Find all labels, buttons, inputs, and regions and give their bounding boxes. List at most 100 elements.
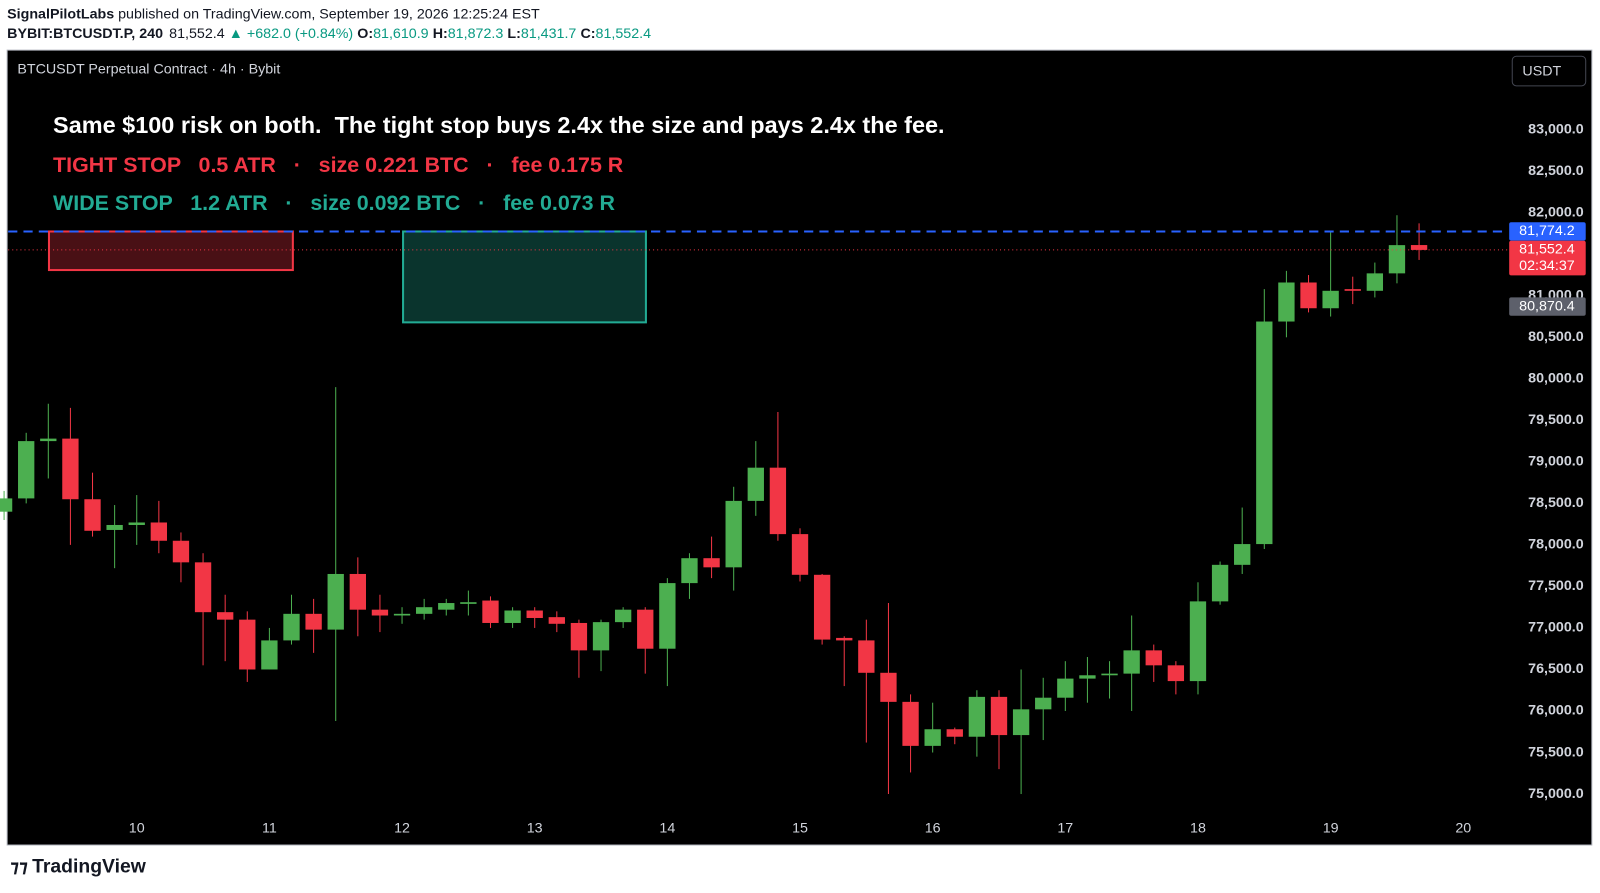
candle-body bbox=[990, 696, 1008, 736]
candle-body bbox=[880, 672, 897, 702]
candle-body bbox=[504, 610, 521, 623]
candle-body bbox=[703, 558, 720, 568]
y-tick-label: 76,000.0 bbox=[1528, 703, 1584, 719]
candle-body bbox=[1322, 290, 1339, 309]
candle-body bbox=[239, 619, 256, 670]
candle-body bbox=[924, 729, 941, 746]
candle-body bbox=[393, 613, 411, 616]
x-tick-label: 16 bbox=[925, 820, 941, 836]
candle-body bbox=[725, 500, 742, 568]
candle-body bbox=[526, 610, 543, 618]
candle-body bbox=[813, 574, 831, 640]
annotation-headline: Same $100 risk on both. The tight stop b… bbox=[53, 112, 945, 138]
candle-body bbox=[968, 696, 986, 737]
symbol-line: BYBIT:BTCUSDT.P, 240 81,552.4 ▲ +682.0 (+0… bbox=[7, 26, 651, 42]
candle-body bbox=[150, 522, 168, 541]
candle-body bbox=[460, 602, 477, 604]
annotation-row: TIGHT STOP 0.5 ATR · size 0.221 BTC · fe… bbox=[53, 153, 624, 177]
candle-body bbox=[349, 573, 366, 610]
x-tick-label: 12 bbox=[394, 820, 410, 836]
price-label-box bbox=[1509, 222, 1586, 241]
x-tick-label: 20 bbox=[1455, 820, 1471, 836]
y-tick-label: 80,000.0 bbox=[1528, 371, 1584, 387]
candle-body bbox=[62, 438, 79, 500]
candle-body bbox=[40, 438, 57, 442]
ohlc-label: O: bbox=[357, 26, 373, 42]
countdown: 02:34:37 bbox=[1519, 258, 1575, 274]
candle-body bbox=[1278, 282, 1295, 322]
symbol: BYBIT:BTCUSDT.P, 240 bbox=[7, 26, 163, 42]
candle-body bbox=[902, 701, 919, 746]
annotation-row: WIDE STOP 1.2 ATR · size 0.092 BTC · fee… bbox=[53, 191, 615, 215]
candle-body bbox=[194, 562, 212, 613]
ohlc-label: C: bbox=[580, 26, 595, 42]
publish-line: SignalPilotLabs published on TradingView… bbox=[7, 6, 540, 22]
candle-body bbox=[106, 524, 123, 530]
brand-logo: ⁊⁊ bbox=[10, 856, 28, 876]
x-tick-label: 13 bbox=[527, 820, 543, 836]
candle-body bbox=[769, 467, 787, 535]
candle-body bbox=[438, 603, 455, 610]
change: ▲ +682.0 (+0.84%) bbox=[229, 26, 353, 42]
candle-body bbox=[1234, 544, 1251, 565]
y-tick-label: 82,500.0 bbox=[1528, 163, 1584, 179]
candle-body bbox=[1300, 282, 1317, 309]
candle-body bbox=[1256, 321, 1273, 545]
price-label-box bbox=[1509, 297, 1586, 316]
candle-body bbox=[172, 540, 190, 563]
y-tick-label: 77,500.0 bbox=[1528, 578, 1584, 594]
ohlc-value: 81,431.7 bbox=[521, 26, 577, 42]
candle-body bbox=[1388, 245, 1406, 274]
y-tick-label: 77,000.0 bbox=[1528, 620, 1584, 636]
chart-pane bbox=[6, 49, 1593, 846]
candle-body bbox=[1079, 675, 1096, 679]
x-tick-label: 17 bbox=[1057, 820, 1073, 836]
candle-body bbox=[1366, 273, 1384, 291]
candle-body bbox=[637, 609, 654, 649]
ohlc-value: 81,872.3 bbox=[448, 26, 504, 42]
candle-body bbox=[1145, 650, 1162, 666]
candle-body bbox=[1035, 697, 1052, 710]
candle-body bbox=[1057, 678, 1074, 698]
last-price: 81,552.4 bbox=[169, 26, 225, 42]
y-tick-label: 78,500.0 bbox=[1528, 495, 1584, 511]
candle-body bbox=[1123, 650, 1140, 674]
candle-body bbox=[659, 583, 676, 649]
candle-body bbox=[570, 622, 588, 651]
candle-body bbox=[1012, 709, 1030, 736]
brand: ⁊⁊ TradingView bbox=[10, 856, 147, 878]
y-tick-label: 82,000.0 bbox=[1528, 205, 1584, 221]
candle-body bbox=[614, 609, 632, 623]
ohlc-value: 81,610.9 bbox=[373, 26, 429, 42]
y-tick-label: 83,000.0 bbox=[1528, 121, 1584, 137]
candle-body bbox=[791, 534, 809, 575]
x-tick-label: 19 bbox=[1323, 820, 1339, 836]
x-tick-label: 15 bbox=[792, 820, 808, 836]
candle-body bbox=[592, 622, 610, 651]
x-tick-label: 18 bbox=[1190, 820, 1206, 836]
candle-body bbox=[305, 613, 322, 630]
candle-body bbox=[1410, 245, 1428, 250]
candle-body bbox=[1344, 289, 1361, 291]
ohlc-value: 81,552.4 bbox=[596, 26, 652, 42]
candle-body bbox=[371, 609, 389, 616]
x-tick-label: 10 bbox=[129, 820, 145, 836]
x-tick-label: 11 bbox=[262, 820, 277, 836]
candle-body bbox=[1189, 601, 1207, 682]
y-tick-label: 75,500.0 bbox=[1528, 744, 1584, 760]
candle-body bbox=[1167, 665, 1185, 682]
plot: 75,000.0 75,500.0 76,000.0 76,500.0 77,000.0… bbox=[0, 121, 1586, 836]
candle-body bbox=[482, 600, 499, 623]
candle-body bbox=[18, 441, 35, 499]
currency-button[interactable] bbox=[1511, 55, 1587, 87]
candle-body bbox=[858, 640, 875, 673]
price-label: 81,774.2 bbox=[1519, 223, 1575, 239]
author: SignalPilotLabs bbox=[7, 6, 114, 22]
candle-body bbox=[415, 607, 433, 614]
stop-zone bbox=[47, 230, 294, 272]
currency[interactable]: USDT bbox=[1522, 63, 1561, 79]
candle-body bbox=[548, 617, 565, 624]
candle-body bbox=[747, 467, 764, 501]
